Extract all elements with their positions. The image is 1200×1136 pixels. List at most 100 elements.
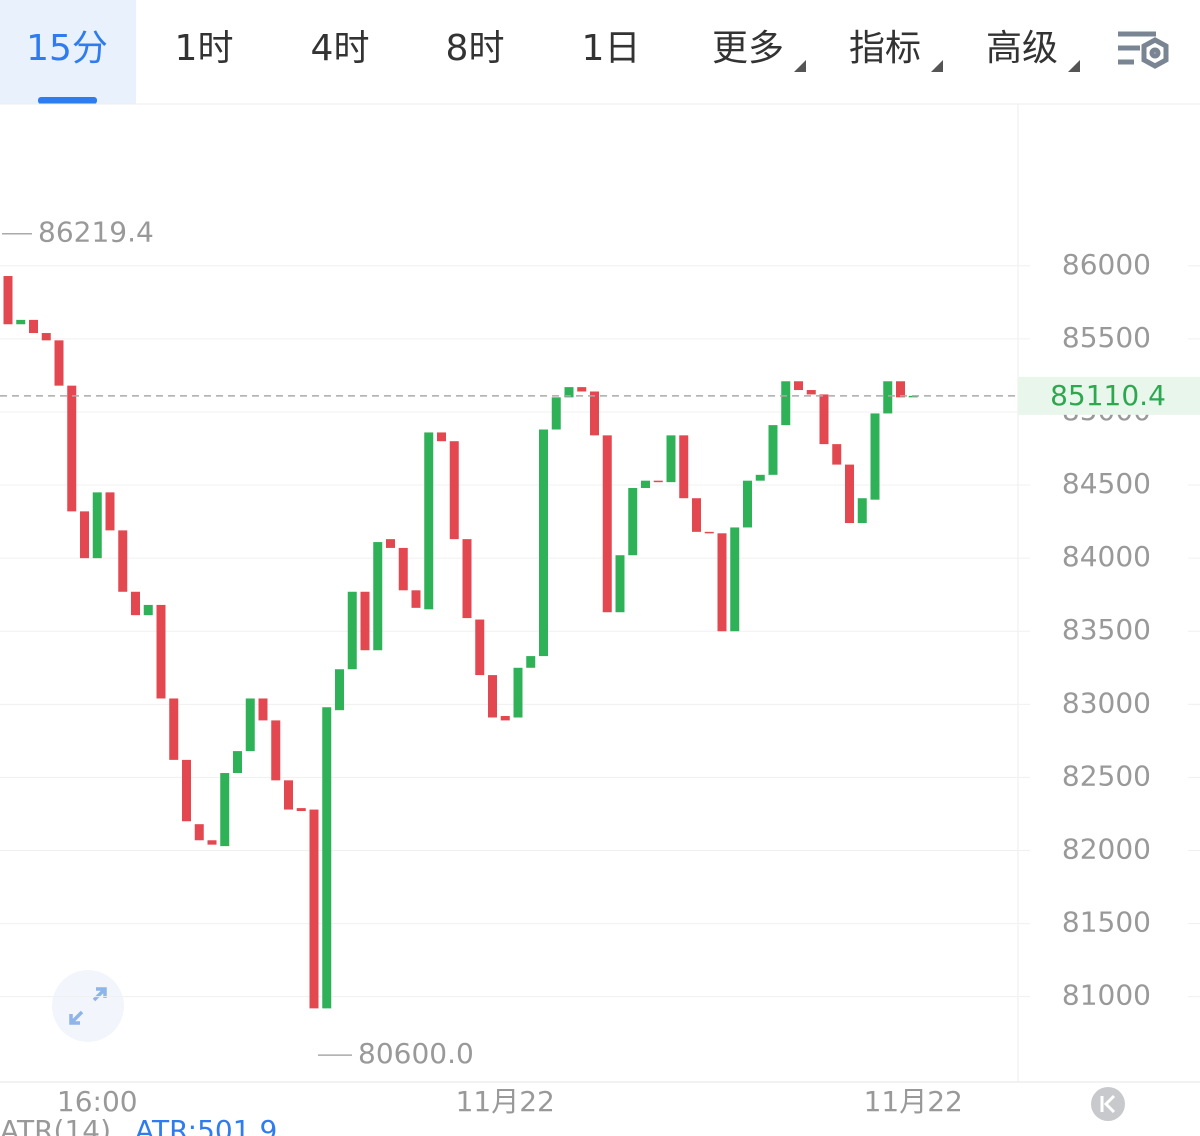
candle-body [513,667,523,718]
candle-body [883,381,893,414]
candle-body [373,542,383,651]
candle-body [411,590,421,608]
y-tick-label: 82500 [1062,759,1151,792]
dropdown-triangle [1068,60,1080,72]
candle-body [92,492,102,559]
high-label: 86219.4 [38,216,154,249]
candle-body [908,395,918,398]
candle-body [628,487,638,556]
candle-body [16,319,26,325]
candle-body [896,381,905,398]
candle-body [857,498,867,524]
candle-body [207,840,217,845]
candle-body [679,435,689,499]
candle-body [781,381,791,426]
tab[interactable]: 指标 [849,28,921,69]
candle-body [475,619,485,676]
candle-body [3,276,13,325]
candle-body [194,824,204,841]
candle-body [806,390,816,395]
candle-body [730,527,740,632]
tab[interactable]: 更多 [712,28,784,69]
candle-body [653,480,663,483]
candle-body [182,759,191,822]
candle-body [220,773,230,847]
candle-body [602,435,612,613]
candle-body [80,511,89,559]
candle-body [704,531,714,534]
candle-body [462,539,472,619]
y-tick-label: 84000 [1062,540,1151,573]
dropdown-triangle [931,60,943,72]
candle-body [105,492,115,531]
candle-body [577,387,587,392]
candle-body [743,480,752,528]
candle-body [296,808,306,812]
candle-body [500,716,510,721]
tab[interactable]: 1时 [175,28,234,69]
candle-body [666,435,676,483]
y-tick-label: 81500 [1062,906,1151,939]
candle-body [284,780,293,810]
candle-body [309,809,319,1009]
candle-body [526,656,536,668]
x-tick-label: 11月22 [864,1085,963,1118]
y-tick-label: 85500 [1062,321,1151,354]
candle-body [335,669,344,711]
candle-body [424,432,434,610]
candle-body [870,413,880,500]
active-tab-bg [0,0,136,104]
candle-body [845,464,854,524]
y-tick-label: 83000 [1062,686,1151,719]
tab[interactable]: 1日 [582,28,641,69]
settings-icon[interactable] [1118,31,1169,69]
tab[interactable]: 4时 [311,28,370,69]
tab[interactable]: 高级 [986,28,1058,69]
candle-body [692,498,701,532]
candle-body [437,432,446,442]
low-label: 80600.0 [358,1037,474,1070]
dropdown-triangle [794,60,806,72]
candle-body [118,530,128,592]
candle-body [768,425,778,475]
y-tick-label: 86000 [1062,248,1151,281]
last-price-label: 85110.4 [1050,379,1166,412]
candle-body [131,591,140,616]
candle-body [615,555,625,613]
candle-body [347,591,357,670]
candle-body [641,480,650,488]
toolbar [0,0,1200,104]
candle-body [258,698,268,721]
candle-body [169,698,179,760]
candle-body [819,394,829,445]
indicator-name: ATR(14) [0,1114,111,1136]
candle-body [449,441,459,540]
candle-body [245,698,255,752]
indicator-value: ATR:501.9 [135,1114,277,1136]
active-tab-indicator [38,97,97,104]
scroll-latest-button[interactable] [1091,1087,1125,1121]
candle-body [271,720,281,781]
last-price-box [1018,376,1200,415]
candle-body [143,604,153,616]
y-tick-label: 83500 [1062,613,1151,646]
candle-body [386,539,395,548]
candle-body [539,429,548,657]
candle-body [590,391,599,436]
candle-body [322,707,332,1009]
y-tick-label: 81000 [1062,979,1151,1012]
candle-body [717,533,727,632]
candle-body [794,381,803,391]
candle-body [551,397,561,430]
candle-body [67,385,77,512]
candle-body [54,340,64,386]
candle-body [398,547,408,591]
y-tick-label: 84500 [1062,467,1151,500]
candle-body [156,604,166,699]
tab[interactable]: 15分 [26,28,108,69]
x-tick-label: 16:00 [57,1085,138,1118]
candle-body [41,333,51,341]
expand-button[interactable] [52,970,124,1042]
tab[interactable]: 8时 [446,28,505,69]
